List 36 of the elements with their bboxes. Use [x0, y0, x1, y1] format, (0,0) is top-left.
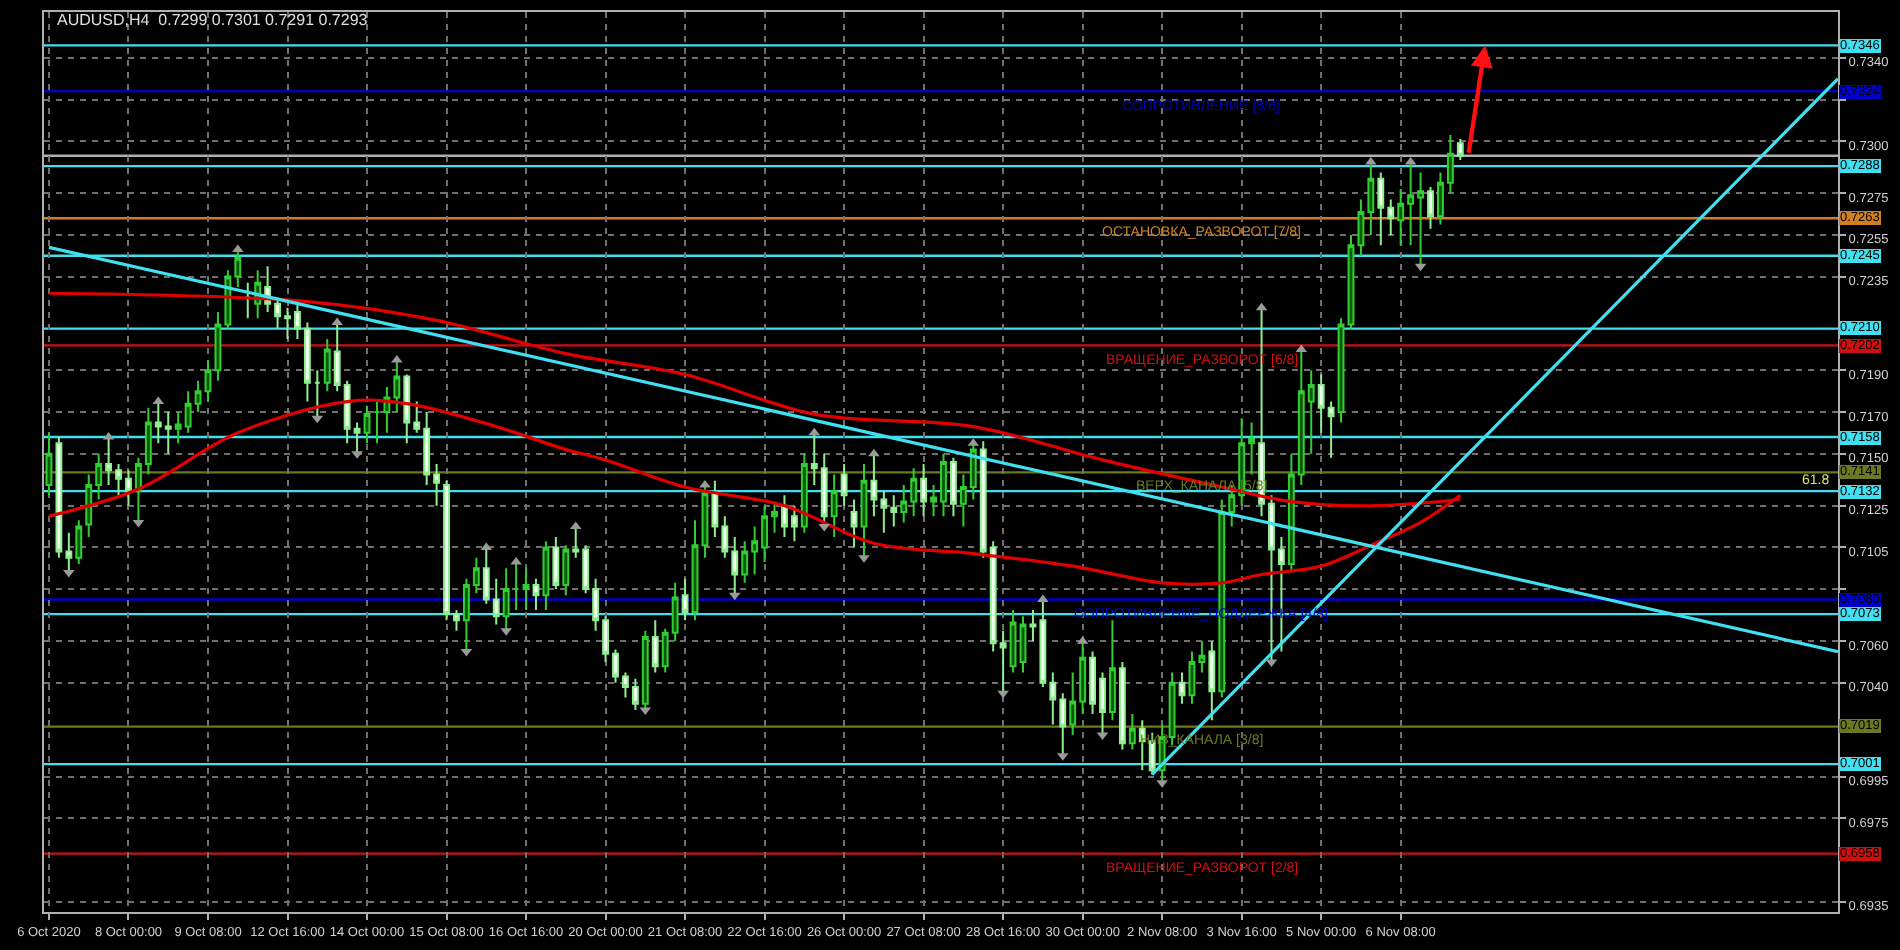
candlestick [1347, 233, 1355, 330]
candlestick [512, 561, 520, 611]
candlestick [323, 338, 331, 393]
candlestick [502, 567, 510, 632]
candlestick [75, 519, 83, 566]
candlestick [850, 498, 858, 549]
candlestick [920, 463, 928, 518]
candlestick [562, 544, 570, 597]
candlestick [651, 619, 659, 674]
candlestick [681, 577, 689, 622]
candlestick [1109, 619, 1116, 722]
candlestick [373, 400, 381, 445]
candlestick [800, 452, 808, 534]
candlestick [1456, 138, 1464, 161]
candlestick [522, 567, 530, 611]
candlestick [313, 369, 321, 420]
candlestick [641, 629, 649, 711]
candlestick [1128, 713, 1136, 751]
candlestick [542, 540, 550, 611]
candlestick [1118, 661, 1126, 751]
candlestick [363, 404, 371, 445]
candlestick [949, 456, 957, 518]
candlestick [532, 577, 540, 611]
candlestick [1427, 186, 1434, 230]
candlestick [860, 463, 868, 559]
chart-title: AUDUSD,H4 0.7299 0.7301 0.7291 0.7293 [57, 11, 369, 30]
candlestick [1208, 640, 1216, 722]
candlestick [840, 463, 848, 507]
point [997, 690, 1009, 699]
point [868, 448, 880, 457]
point [63, 569, 75, 578]
candlestick [691, 519, 699, 622]
candlestick [45, 431, 53, 497]
candlestick [1178, 671, 1186, 705]
candlestick [552, 536, 560, 591]
candlestick [830, 473, 838, 538]
